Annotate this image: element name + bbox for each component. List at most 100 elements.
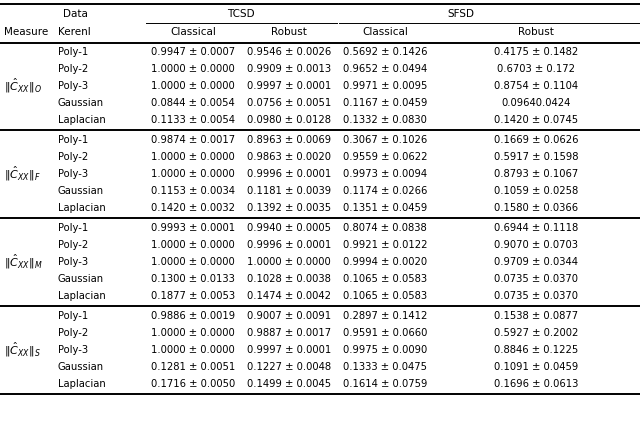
- Text: $\|\hat{C}_{XX}\|_M$: $\|\hat{C}_{XX}\|_M$: [4, 253, 43, 271]
- Text: Kerenl: Kerenl: [58, 28, 90, 37]
- Text: 1.0000 ± 0.0000: 1.0000 ± 0.0000: [152, 81, 235, 91]
- Text: 0.1580 ± 0.0366: 0.1580 ± 0.0366: [494, 203, 579, 213]
- Text: $\|\hat{C}_{XX}\|_S$: $\|\hat{C}_{XX}\|_S$: [4, 341, 41, 359]
- Text: Laplacian: Laplacian: [58, 203, 106, 213]
- Text: 0.1133 ± 0.0054: 0.1133 ± 0.0054: [151, 115, 236, 125]
- Text: 0.5917 ± 0.1598: 0.5917 ± 0.1598: [494, 152, 579, 162]
- Text: 0.1028 ± 0.0038: 0.1028 ± 0.0038: [247, 274, 332, 284]
- Text: 0.1392 ± 0.0035: 0.1392 ± 0.0035: [247, 203, 332, 213]
- Text: Classical: Classical: [362, 28, 408, 37]
- Text: Poly-1: Poly-1: [58, 47, 88, 57]
- Text: 0.9973 ± 0.0094: 0.9973 ± 0.0094: [343, 169, 428, 179]
- Text: 0.9886 ± 0.0019: 0.9886 ± 0.0019: [151, 311, 236, 321]
- Text: 0.1499 ± 0.0045: 0.1499 ± 0.0045: [247, 379, 332, 389]
- Text: 0.1065 ± 0.0583: 0.1065 ± 0.0583: [343, 274, 428, 284]
- Text: 0.8754 ± 0.1104: 0.8754 ± 0.1104: [494, 81, 579, 91]
- Text: 0.9909 ± 0.0013: 0.9909 ± 0.0013: [247, 64, 332, 74]
- Text: 0.1538 ± 0.0877: 0.1538 ± 0.0877: [494, 311, 579, 321]
- Text: 0.1614 ± 0.0759: 0.1614 ± 0.0759: [343, 379, 428, 389]
- Text: 0.1716 ± 0.0050: 0.1716 ± 0.0050: [151, 379, 236, 389]
- Text: 0.1669 ± 0.0626: 0.1669 ± 0.0626: [494, 135, 579, 145]
- Text: 0.0735 ± 0.0370: 0.0735 ± 0.0370: [494, 291, 579, 301]
- Text: 0.9940 ± 0.0005: 0.9940 ± 0.0005: [247, 223, 332, 233]
- Text: 1.0000 ± 0.0000: 1.0000 ± 0.0000: [152, 64, 235, 74]
- Text: 0.1420 ± 0.0032: 0.1420 ± 0.0032: [151, 203, 236, 213]
- Text: 1.0000 ± 0.0000: 1.0000 ± 0.0000: [152, 169, 235, 179]
- Text: 0.9971 ± 0.0095: 0.9971 ± 0.0095: [343, 81, 428, 91]
- Text: 0.1174 ± 0.0266: 0.1174 ± 0.0266: [343, 186, 428, 196]
- Text: 0.1351 ± 0.0459: 0.1351 ± 0.0459: [343, 203, 428, 213]
- Text: 0.6944 ± 0.1118: 0.6944 ± 0.1118: [494, 223, 579, 233]
- Text: $\|\hat{C}_{XX}\|_F$: $\|\hat{C}_{XX}\|_F$: [4, 165, 41, 183]
- Text: 0.1091 ± 0.0459: 0.1091 ± 0.0459: [494, 362, 579, 372]
- Text: 0.9546 ± 0.0026: 0.9546 ± 0.0026: [247, 47, 332, 57]
- Text: Poly-2: Poly-2: [58, 240, 88, 250]
- Text: 1.0000 ± 0.0000: 1.0000 ± 0.0000: [152, 152, 235, 162]
- Text: 0.1065 ± 0.0583: 0.1065 ± 0.0583: [343, 291, 428, 301]
- Text: Poly-3: Poly-3: [58, 81, 88, 91]
- Text: Laplacian: Laplacian: [58, 291, 106, 301]
- Text: 0.9709 ± 0.0344: 0.9709 ± 0.0344: [494, 257, 579, 267]
- Text: 0.6703 ± 0.172: 0.6703 ± 0.172: [497, 64, 575, 74]
- Text: 0.9863 ± 0.0020: 0.9863 ± 0.0020: [247, 152, 332, 162]
- Text: 0.8963 ± 0.0069: 0.8963 ± 0.0069: [247, 135, 332, 145]
- Text: 0.3067 ± 0.1026: 0.3067 ± 0.1026: [343, 135, 428, 145]
- Text: $\|\hat{C}_{XX}\|_O$: $\|\hat{C}_{XX}\|_O$: [4, 77, 42, 95]
- Text: 0.1300 ± 0.0133: 0.1300 ± 0.0133: [151, 274, 236, 284]
- Text: Gaussian: Gaussian: [58, 186, 104, 196]
- Text: 0.1181 ± 0.0039: 0.1181 ± 0.0039: [247, 186, 332, 196]
- Text: 1.0000 ± 0.0000: 1.0000 ± 0.0000: [152, 240, 235, 250]
- Text: Poly-3: Poly-3: [58, 257, 88, 267]
- Text: Robust: Robust: [271, 28, 307, 37]
- Text: 1.0000 ± 0.0000: 1.0000 ± 0.0000: [152, 345, 235, 355]
- Text: 0.9947 ± 0.0007: 0.9947 ± 0.0007: [151, 47, 236, 57]
- Text: 0.9070 ± 0.0703: 0.9070 ± 0.0703: [494, 240, 579, 250]
- Text: 0.9993 ± 0.0001: 0.9993 ± 0.0001: [151, 223, 236, 233]
- Text: 0.0844 ± 0.0054: 0.0844 ± 0.0054: [152, 98, 235, 108]
- Text: Classical: Classical: [170, 28, 216, 37]
- Text: 0.0980 ± 0.0128: 0.0980 ± 0.0128: [247, 115, 332, 125]
- Text: 0.9997 ± 0.0001: 0.9997 ± 0.0001: [247, 81, 332, 91]
- Text: SFSD: SFSD: [447, 9, 474, 19]
- Text: 0.1227 ± 0.0048: 0.1227 ± 0.0048: [247, 362, 332, 372]
- Text: Data: Data: [63, 9, 88, 19]
- Text: 0.1153 ± 0.0034: 0.1153 ± 0.0034: [151, 186, 236, 196]
- Text: 0.4175 ± 0.1482: 0.4175 ± 0.1482: [494, 47, 579, 57]
- Text: Poly-3: Poly-3: [58, 169, 88, 179]
- Text: Poly-1: Poly-1: [58, 135, 88, 145]
- Text: 0.0735 ± 0.0370: 0.0735 ± 0.0370: [494, 274, 579, 284]
- Text: Poly-2: Poly-2: [58, 328, 88, 338]
- Text: 0.9591 ± 0.0660: 0.9591 ± 0.0660: [343, 328, 428, 338]
- Text: 1.0000 ± 0.0000: 1.0000 ± 0.0000: [248, 257, 331, 267]
- Text: 0.5692 ± 0.1426: 0.5692 ± 0.1426: [343, 47, 428, 57]
- Text: 0.8074 ± 0.0838: 0.8074 ± 0.0838: [344, 223, 427, 233]
- Text: Gaussian: Gaussian: [58, 98, 104, 108]
- Text: 0.9887 ± 0.0017: 0.9887 ± 0.0017: [247, 328, 332, 338]
- Text: 0.9996 ± 0.0001: 0.9996 ± 0.0001: [247, 169, 332, 179]
- Text: 0.9007 ± 0.0091: 0.9007 ± 0.0091: [247, 311, 332, 321]
- Text: 0.5927 ± 0.2002: 0.5927 ± 0.2002: [494, 328, 579, 338]
- Text: Laplacian: Laplacian: [58, 115, 106, 125]
- Text: 0.9652 ± 0.0494: 0.9652 ± 0.0494: [343, 64, 428, 74]
- Text: 0.1332 ± 0.0830: 0.1332 ± 0.0830: [343, 115, 428, 125]
- Text: 0.1059 ± 0.0258: 0.1059 ± 0.0258: [494, 186, 579, 196]
- Text: 0.1474 ± 0.0042: 0.1474 ± 0.0042: [247, 291, 332, 301]
- Text: 0.1167 ± 0.0459: 0.1167 ± 0.0459: [343, 98, 428, 108]
- Text: 0.9997 ± 0.0001: 0.9997 ± 0.0001: [247, 345, 332, 355]
- Text: TCSD: TCSD: [227, 9, 255, 19]
- Text: 0.1877 ± 0.0053: 0.1877 ± 0.0053: [151, 291, 236, 301]
- Text: Poly-1: Poly-1: [58, 311, 88, 321]
- Text: 0.0756 ± 0.0051: 0.0756 ± 0.0051: [247, 98, 332, 108]
- Text: Robust: Robust: [518, 28, 554, 37]
- Text: 0.2897 ± 0.1412: 0.2897 ± 0.1412: [343, 311, 428, 321]
- Text: 1.0000 ± 0.0000: 1.0000 ± 0.0000: [152, 328, 235, 338]
- Text: Measure: Measure: [4, 28, 49, 37]
- Text: 1.0000 ± 0.0000: 1.0000 ± 0.0000: [152, 257, 235, 267]
- Text: 0.9559 ± 0.0622: 0.9559 ± 0.0622: [343, 152, 428, 162]
- Text: 0.9996 ± 0.0001: 0.9996 ± 0.0001: [247, 240, 332, 250]
- Text: 0.1420 ± 0.0745: 0.1420 ± 0.0745: [494, 115, 579, 125]
- Text: Poly-2: Poly-2: [58, 152, 88, 162]
- Text: 0.1696 ± 0.0613: 0.1696 ± 0.0613: [494, 379, 579, 389]
- Text: 0.9921 ± 0.0122: 0.9921 ± 0.0122: [343, 240, 428, 250]
- Text: 0.9975 ± 0.0090: 0.9975 ± 0.0090: [343, 345, 428, 355]
